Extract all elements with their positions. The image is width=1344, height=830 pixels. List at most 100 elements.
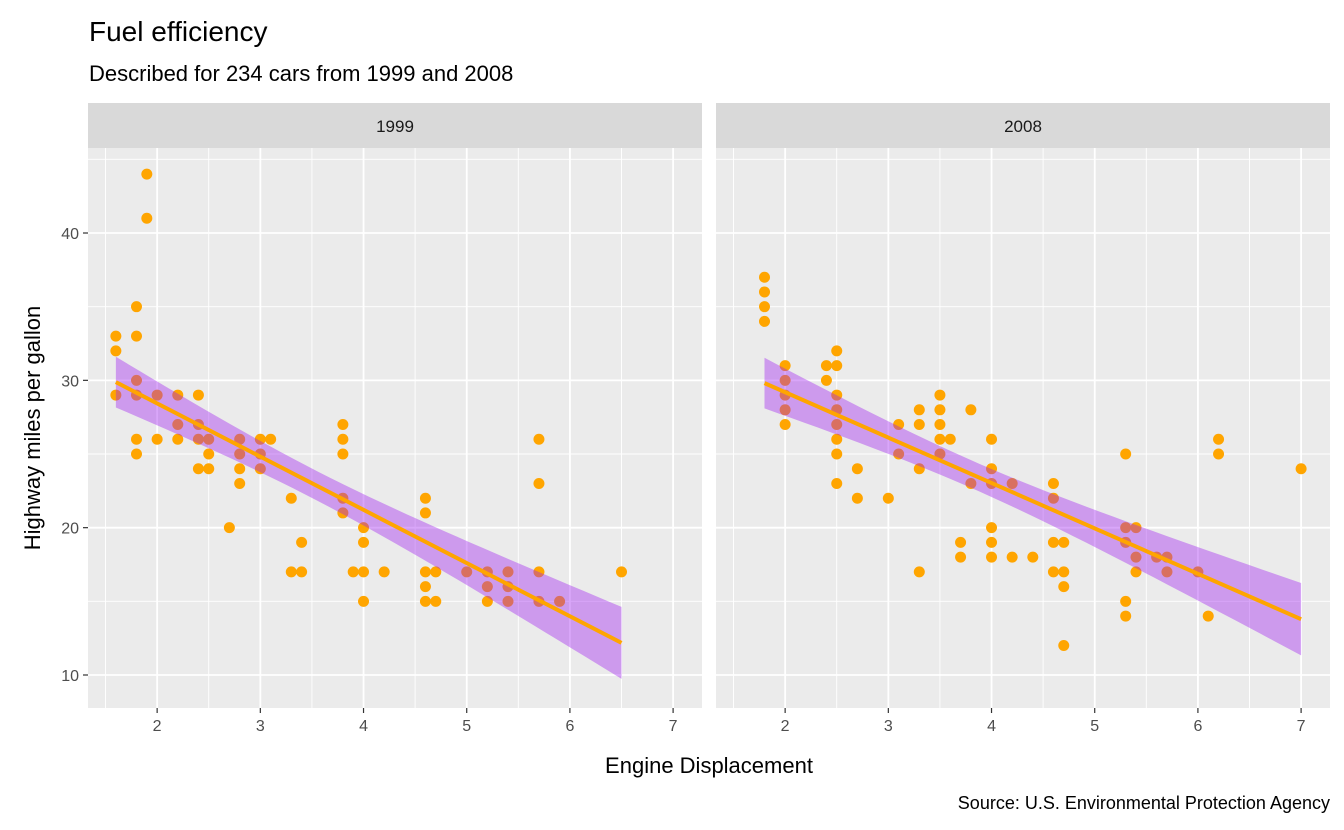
facet-strip [88, 103, 702, 148]
x-tick-label: 4 [359, 718, 368, 735]
data-point [419, 507, 431, 519]
data-point [131, 330, 143, 342]
data-point [934, 389, 946, 401]
data-point [831, 360, 843, 372]
data-point [347, 566, 359, 578]
data-point [893, 419, 905, 431]
data-point [779, 419, 791, 431]
chart-title: Fuel efficiency [89, 16, 267, 47]
data-point [1058, 581, 1070, 593]
data-point [533, 433, 545, 445]
data-point [337, 419, 349, 431]
data-point [296, 536, 308, 548]
panel-background [716, 148, 1330, 708]
y-axis-title: Highway miles per gallon [20, 306, 45, 551]
data-point [481, 581, 493, 593]
x-axis-title: Engine Displacement [605, 753, 813, 778]
data-point [254, 463, 266, 475]
data-point [831, 433, 843, 445]
data-point [934, 419, 946, 431]
data-point [913, 404, 925, 416]
data-point [965, 477, 977, 489]
data-point [131, 448, 143, 460]
data-point [1130, 522, 1142, 534]
data-point [1213, 448, 1225, 460]
data-point [172, 433, 184, 445]
y-tick-label: 20 [61, 521, 79, 538]
data-point [1120, 595, 1132, 607]
data-point [913, 419, 925, 431]
data-point [934, 433, 946, 445]
data-point [831, 477, 843, 489]
data-point [986, 463, 998, 475]
data-point [1058, 566, 1070, 578]
data-point [913, 566, 925, 578]
data-point [461, 566, 473, 578]
data-point [831, 389, 843, 401]
data-point [110, 345, 122, 357]
data-point [986, 522, 998, 534]
data-point [419, 566, 431, 578]
regression-line [763, 381, 1302, 622]
data-point [131, 374, 143, 386]
data-point [851, 463, 863, 475]
y-tick-label: 30 [61, 373, 79, 390]
x-tick-label: 7 [1297, 718, 1306, 735]
x-tick-label: 4 [987, 718, 996, 735]
data-point [172, 419, 184, 431]
data-point [296, 566, 308, 578]
data-point [759, 271, 771, 283]
data-point [419, 492, 431, 504]
data-point [223, 522, 235, 534]
data-point [285, 566, 297, 578]
data-point [820, 374, 832, 386]
data-point [234, 448, 246, 460]
data-point [955, 536, 967, 548]
data-point [986, 433, 998, 445]
y-tick-label: 40 [61, 226, 79, 243]
data-point [1130, 566, 1142, 578]
facet-panel-2008: 2008 2 3 4 5 6 7 [716, 103, 1330, 735]
x-tick-label: 3 [884, 718, 893, 735]
data-point [419, 581, 431, 593]
data-point [831, 345, 843, 357]
data-point [110, 330, 122, 342]
data-point [192, 433, 204, 445]
data-point [285, 492, 297, 504]
facet-strip-label: 1999 [376, 117, 414, 136]
confidence-band [115, 356, 622, 679]
data-point [779, 404, 791, 416]
data-point [203, 433, 215, 445]
x-tick-label: 2 [153, 718, 162, 735]
data-point [1295, 463, 1307, 475]
x-tick-label: 5 [1090, 718, 1099, 735]
data-point [1047, 492, 1059, 504]
data-point [759, 301, 771, 313]
data-point [882, 492, 894, 504]
data-point [110, 389, 122, 401]
data-point [151, 389, 163, 401]
data-point [358, 522, 370, 534]
data-point [1006, 477, 1018, 489]
data-point [141, 168, 153, 180]
data-point [533, 566, 545, 578]
regression-line [114, 380, 623, 645]
data-point [430, 566, 442, 578]
x-tick-label: 3 [256, 718, 265, 735]
data-point [986, 536, 998, 548]
data-point [172, 389, 184, 401]
data-point [430, 595, 442, 607]
data-point [358, 536, 370, 548]
data-point [1058, 640, 1070, 652]
caption: Source: U.S. Environmental Protection Ag… [958, 793, 1330, 813]
data-point [1058, 536, 1070, 548]
data-point [203, 463, 215, 475]
data-point [965, 404, 977, 416]
data-point [831, 448, 843, 460]
data-point [986, 551, 998, 563]
x-tick-label: 2 [781, 718, 790, 735]
data-point [419, 595, 431, 607]
data-point [502, 595, 514, 607]
data-point [203, 448, 215, 460]
